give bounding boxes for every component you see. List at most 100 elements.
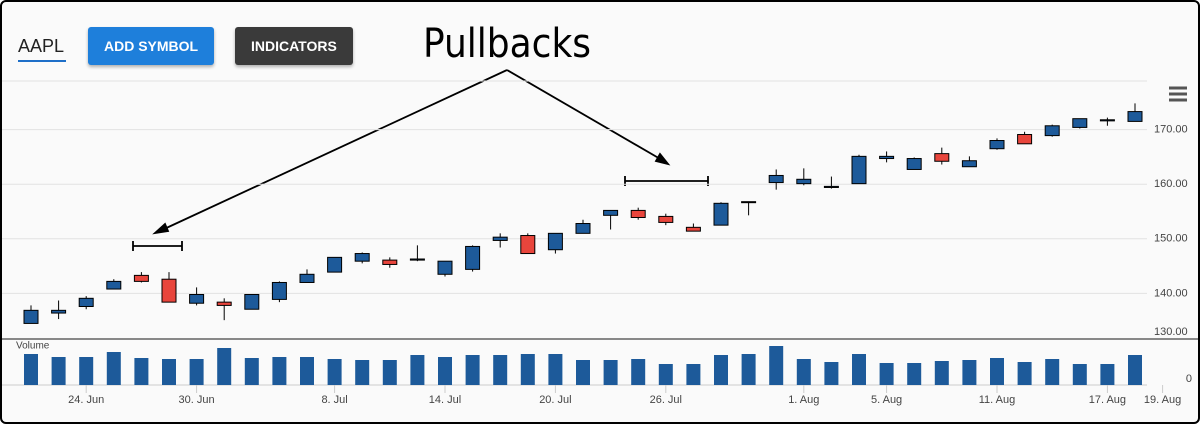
candle-body xyxy=(1017,134,1033,145)
candle-body xyxy=(713,202,729,226)
x-tick-label: 26. Jul xyxy=(650,394,682,406)
candle-body xyxy=(851,155,867,185)
y-tick-label: 170.00 xyxy=(1154,124,1188,136)
y-tick-label: 140.00 xyxy=(1154,287,1188,299)
x-tick-label: 17. Aug xyxy=(1089,394,1126,406)
x-tick-label: 20. Jul xyxy=(539,394,571,406)
volume-bar xyxy=(134,358,149,385)
candle-body xyxy=(133,274,149,282)
candle-body xyxy=(409,258,425,261)
volume-bar xyxy=(1100,364,1115,385)
candle-body xyxy=(327,256,343,273)
volume-bar xyxy=(217,348,232,385)
candle-body xyxy=(685,226,701,232)
candle-body xyxy=(437,260,453,275)
candle-body xyxy=(465,245,481,270)
x-tick-label: 1. Aug xyxy=(788,394,819,406)
candle-body xyxy=(299,273,315,283)
candle-body xyxy=(768,174,784,184)
volume-bar xyxy=(244,358,259,385)
candle-body xyxy=(906,158,922,170)
candle-body xyxy=(989,140,1005,150)
candle-body xyxy=(492,236,508,241)
candle-body xyxy=(106,280,122,290)
volume-bar xyxy=(1128,355,1142,385)
volume-bar xyxy=(24,354,38,385)
volume-bar xyxy=(934,361,949,385)
volume-bar xyxy=(658,364,673,385)
candle-body xyxy=(244,293,260,310)
volume-bar xyxy=(300,357,314,385)
candle-body xyxy=(78,297,94,308)
volume-bar xyxy=(769,346,784,385)
volume-bar xyxy=(189,359,204,385)
annotation: Pullbacks xyxy=(423,21,591,67)
volume-bar xyxy=(879,363,894,385)
candle-body xyxy=(271,281,287,300)
menu-icon[interactable] xyxy=(1169,86,1187,102)
volume-bar xyxy=(576,360,590,385)
volume-bar xyxy=(824,362,839,385)
candle-body xyxy=(879,155,895,160)
candle-body xyxy=(1099,119,1115,122)
candle-body xyxy=(630,209,646,219)
x-tick-label: 30. Jun xyxy=(179,394,215,406)
add-symbol-button[interactable]: ADD SYMBOL xyxy=(88,27,215,65)
volume-bar xyxy=(686,364,701,385)
volume-bar xyxy=(852,354,866,385)
candle-body xyxy=(961,160,977,168)
candle-body xyxy=(823,185,839,188)
candle-body xyxy=(547,232,563,251)
candle-body xyxy=(1044,125,1060,137)
volume-bar xyxy=(631,359,646,385)
symbol-input[interactable]: AAPL xyxy=(18,36,66,62)
volume-bar xyxy=(51,357,66,385)
candle-body xyxy=(934,153,950,162)
volume-bar xyxy=(548,354,563,385)
x-tick-label: 19. Aug xyxy=(1144,394,1181,406)
candle-body xyxy=(658,215,674,223)
x-tick-label: 8. Jul xyxy=(321,394,347,406)
volume-bar xyxy=(465,355,480,385)
indicators-button[interactable]: INDICATORS xyxy=(235,27,353,65)
candle-body xyxy=(1127,111,1143,122)
candle-body xyxy=(382,259,398,265)
volume-bar xyxy=(438,357,452,385)
volume-bar xyxy=(990,358,1004,385)
y-tick-label: 130.00 xyxy=(1154,326,1188,338)
volume-bar xyxy=(714,355,728,385)
candle-body xyxy=(23,309,39,324)
candle-body xyxy=(354,253,370,262)
candle-body xyxy=(1072,118,1088,128)
volume-bar xyxy=(493,355,508,385)
volume-bar xyxy=(162,359,176,385)
volume-bar xyxy=(1072,364,1087,385)
volume-bar xyxy=(962,360,977,385)
volume-bar xyxy=(520,354,535,385)
candle-body xyxy=(216,301,232,306)
candle-body xyxy=(189,293,205,304)
candle-body xyxy=(520,235,536,255)
y-tick-label: 150.00 xyxy=(1154,233,1188,245)
volume-bar xyxy=(106,352,121,385)
volume-bar xyxy=(327,359,342,385)
volume-bar xyxy=(741,354,756,385)
volume-bar xyxy=(1017,362,1032,385)
annotation-arrows xyxy=(132,69,709,251)
x-tick-label: 14. Jul xyxy=(429,394,461,406)
volume-tick-label: 0 xyxy=(1186,373,1192,385)
candle-body xyxy=(603,209,619,216)
volume-bar xyxy=(382,360,397,385)
volume-bar xyxy=(796,359,811,385)
y-tick-label: 160.00 xyxy=(1154,178,1188,190)
volume-bar xyxy=(907,363,922,385)
volume-bar xyxy=(603,360,618,385)
candle-body xyxy=(161,278,177,303)
volume-bar xyxy=(355,360,370,385)
volume-bar xyxy=(410,355,425,385)
volume-bar xyxy=(79,357,94,385)
candle-body xyxy=(796,178,812,185)
candle-body xyxy=(51,309,67,314)
